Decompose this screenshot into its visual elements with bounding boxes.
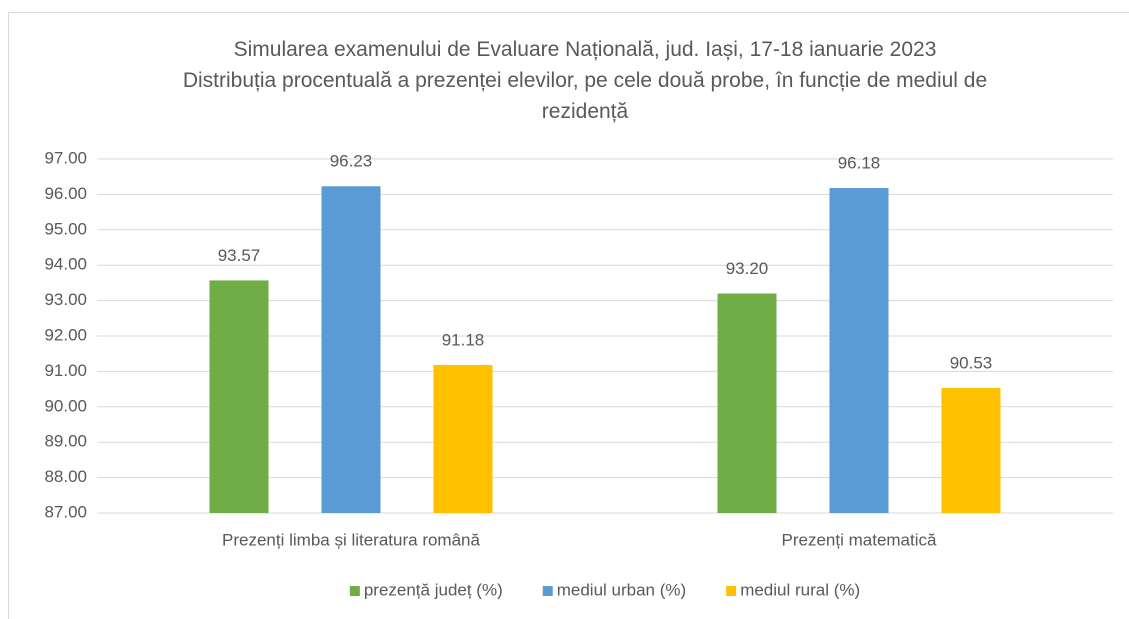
- bar: [941, 388, 1001, 513]
- x-tick-label: Prezenți limba și literatura română: [222, 530, 480, 549]
- y-tick-label: 89.00: [44, 432, 87, 451]
- y-tick-label: 88.00: [44, 467, 87, 486]
- y-tick-label: 96.00: [44, 184, 87, 203]
- legend-label: prezență județ (%): [364, 580, 503, 599]
- y-tick-label: 94.00: [44, 255, 87, 274]
- y-tick-label: 90.00: [44, 396, 87, 415]
- data-label: 91.18: [442, 331, 485, 350]
- y-tick-label: 92.00: [44, 325, 87, 344]
- legend-swatch: [542, 586, 553, 596]
- y-tick-label: 87.00: [44, 502, 87, 521]
- titles: Simularea examenului de Evaluare Naționa…: [140, 34, 1030, 127]
- bar: [209, 280, 269, 513]
- y-tick-label: 93.00: [44, 290, 87, 309]
- y-tick-label: 97.00: [44, 148, 87, 167]
- legend-swatch: [726, 586, 737, 596]
- y-tick-label: 91.00: [44, 361, 87, 380]
- legend-label: mediul urban (%): [557, 580, 686, 599]
- chart-title: Simularea examenului de Evaluare Naționa…: [233, 38, 937, 61]
- bar: [717, 293, 777, 513]
- x-tick-label: Prezenți matematică: [782, 530, 937, 549]
- chart-subtitle: Distribuția procentuală a prezenței elev…: [182, 69, 988, 123]
- data-label: 96.23: [330, 152, 373, 171]
- y-tick-label: 95.00: [44, 219, 87, 238]
- data-label: 93.20: [726, 259, 769, 278]
- legend-label: mediul rural (%): [740, 580, 860, 599]
- bar: [321, 186, 381, 513]
- data-label: 96.18: [838, 154, 881, 173]
- legend-swatch: [349, 586, 360, 596]
- data-label: 90.53: [950, 354, 993, 373]
- data-label: 93.57: [218, 246, 261, 265]
- chart-frame: [8, 12, 1129, 619]
- bar: [829, 188, 889, 513]
- bar: [433, 365, 493, 513]
